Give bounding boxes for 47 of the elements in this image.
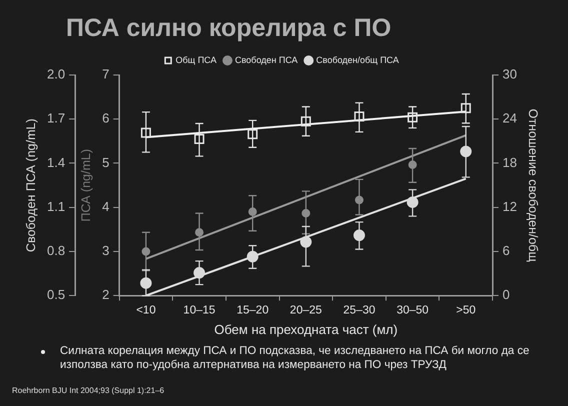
legend-label: Свободен/общ ПСА <box>316 54 399 65</box>
x-tick-label: 20–25 <box>290 304 322 317</box>
point <box>246 250 258 262</box>
point <box>248 129 258 140</box>
y3-tick-label: 3 <box>102 243 110 258</box>
point <box>406 196 418 208</box>
point <box>408 112 418 122</box>
y-tick-label: 1.4 <box>46 154 66 170</box>
y2-tick-label: 24 <box>502 110 518 126</box>
point <box>194 134 204 144</box>
x-tick-label: 25–30 <box>343 304 376 317</box>
point <box>460 146 472 158</box>
y2-tick-label: 18 <box>502 154 518 170</box>
point <box>300 236 312 248</box>
y2-tick-label: 12 <box>502 198 518 214</box>
legend-label: Общ ПСА <box>176 54 216 65</box>
y3-tick-label: 5 <box>102 154 110 170</box>
x-tick-label: 30–50 <box>396 304 429 317</box>
x-tick-label: <10 <box>136 304 156 317</box>
point <box>140 277 152 289</box>
y3-axis-title: ПСА (ng/mL) <box>79 148 94 222</box>
y2-axis-title: Отношение свободен/общ <box>526 108 540 262</box>
y-tick-label: 0.5 <box>46 287 66 302</box>
chart-title: ПСА силно корелира с ПО <box>66 14 392 43</box>
x-tick-label: 10–15 <box>183 304 216 317</box>
y-tick-label: 0.8 <box>46 243 66 258</box>
text: Roehrborn BJU Int 2004;93 (Suppl 1):21–6 <box>12 386 164 395</box>
point <box>460 103 471 114</box>
y3-tick-label: 6 <box>102 110 110 126</box>
legend-label: Свободен ПСА <box>234 54 298 65</box>
text: Силната корелация между ПСА и ПО подсказва, че изследването на ПСА би могло да се използва като по-удобна алтернатива на измерването на ПО чрез ТРУЗД <box>60 344 530 372</box>
x-tick-label: 15–20 <box>236 304 269 317</box>
point <box>354 111 364 122</box>
point <box>300 116 311 126</box>
y2-tick-label: 0 <box>502 287 510 302</box>
y-axis-title: Свободен ПСА (ng/mL) <box>24 118 38 252</box>
y-tick-label: 1.1 <box>46 198 66 214</box>
y-tick-label: 2.0 <box>46 66 66 82</box>
y2-tick-label: 30 <box>502 66 518 82</box>
y3-tick-label: 4 <box>102 198 110 214</box>
x-axis-title: Обем на преходната част (мл) <box>214 322 398 337</box>
y3-tick-label: 2 <box>102 287 110 302</box>
y3-tick-label: 7 <box>102 66 110 82</box>
y2-tick-label: 6 <box>502 243 510 258</box>
y-tick-label: 1.7 <box>46 110 66 126</box>
point <box>140 128 151 138</box>
x-tick-label: >50 <box>456 304 476 317</box>
